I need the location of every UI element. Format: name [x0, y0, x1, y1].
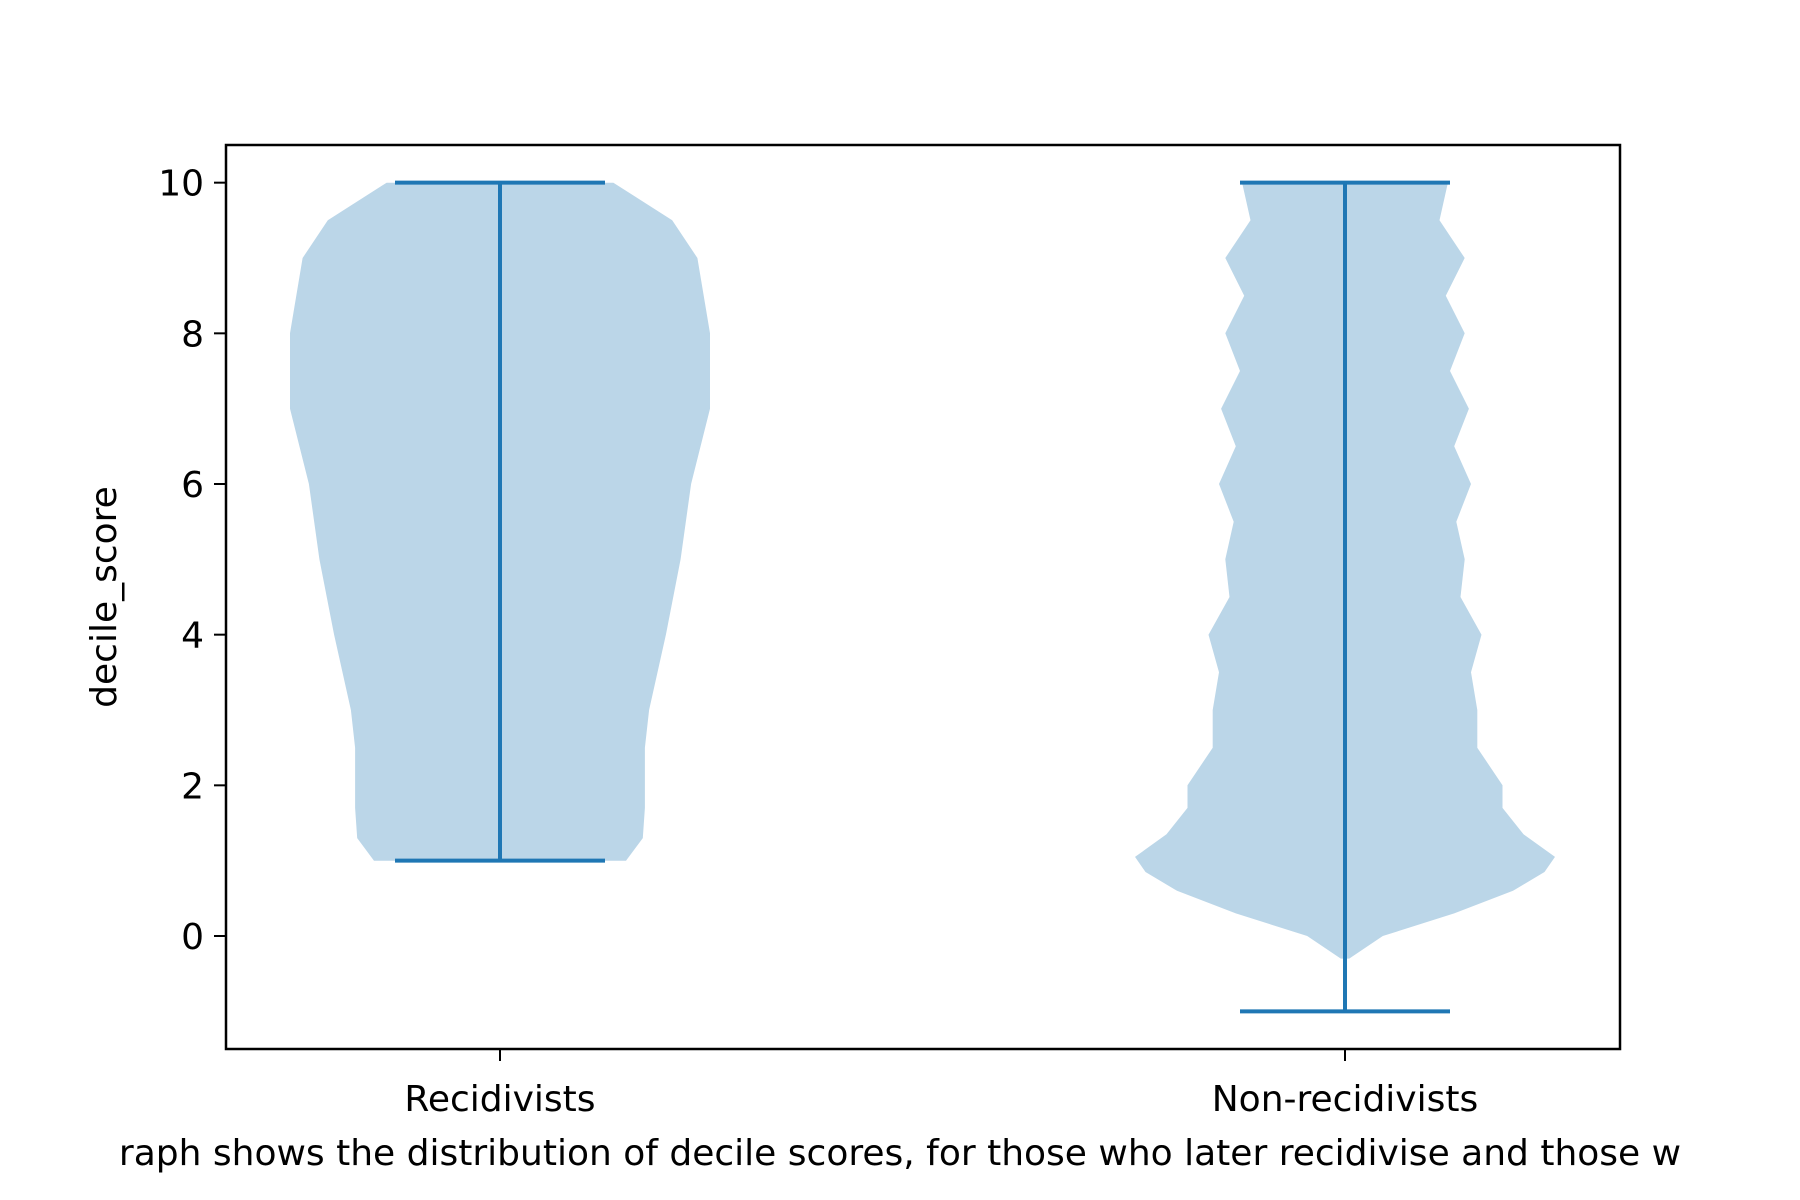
y-tick-label: 8	[181, 314, 204, 355]
y-tick-label: 6	[181, 465, 204, 506]
y-axis: 0 2 4 6 8 10	[158, 164, 226, 958]
figure-caption: raph shows the distribution of decile sc…	[119, 1133, 1681, 1174]
violin-bodies	[290, 182, 1555, 959]
x-tick-label: Non-recidivists	[1212, 1079, 1479, 1120]
y-tick-label: 10	[158, 164, 204, 205]
y-axis-label: decile_score	[84, 486, 125, 708]
x-axis: Recidivists Non-recidivists	[404, 1049, 1478, 1120]
violin-stat-lines	[395, 180, 1450, 1014]
y-tick-label: 4	[181, 616, 204, 657]
y-tick-label: 0	[181, 917, 204, 958]
x-tick-label: Recidivists	[404, 1079, 595, 1120]
plot-frame	[224, 143, 1622, 1051]
y-tick-label: 2	[181, 766, 204, 807]
